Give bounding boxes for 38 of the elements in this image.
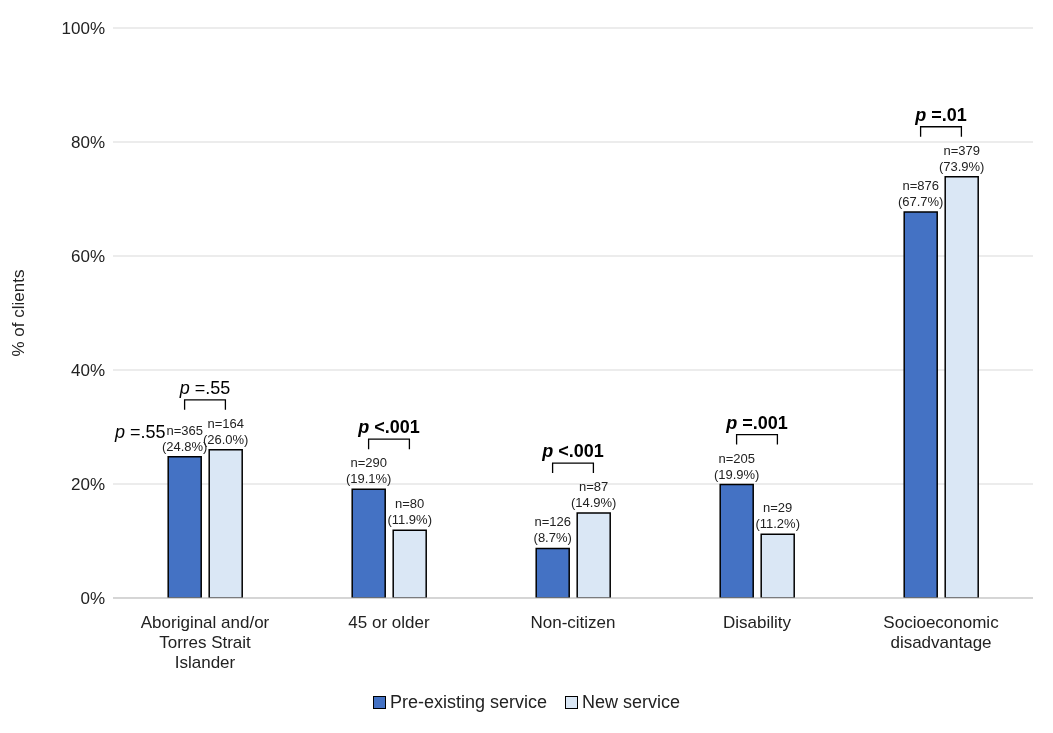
bar — [535, 547, 570, 598]
data-label: n=80 (11.9%) — [387, 496, 432, 528]
annotation: p =.55 — [178, 377, 231, 398]
y-tick-label: 40% — [70, 361, 105, 381]
x-tick-label: 45 or older — [348, 613, 430, 632]
bar — [576, 512, 611, 598]
bar — [719, 483, 754, 598]
bar — [351, 488, 386, 598]
data-label: n=290 (19.1%) — [345, 455, 392, 487]
annotation: p <.001 — [357, 417, 420, 438]
y-tick-label: 80% — [70, 133, 105, 153]
annotation: p =.001 — [725, 412, 788, 433]
data-label: n=126 (8.7%) — [533, 514, 572, 546]
y-tick-label: 60% — [70, 247, 105, 267]
x-tick-label: Non-citizen — [530, 613, 616, 632]
bar — [944, 176, 979, 598]
bar — [760, 533, 795, 598]
data-label: n=379 (73.9%) — [938, 142, 985, 174]
data-label: n=876 (67.7%) — [897, 178, 944, 210]
annotation: p =.01 — [914, 104, 967, 125]
data-label: n=87 (14.9%) — [570, 479, 617, 511]
annotation: p =.55 — [114, 422, 166, 443]
y-axis-title: % of clients — [9, 269, 29, 357]
bar — [208, 449, 243, 598]
legend-label: New service — [581, 692, 681, 713]
data-label: n=29 (11.2%) — [755, 500, 800, 532]
x-tick-label: Socioeconomic disadvantage — [883, 613, 1000, 652]
annotation: p <.001 — [541, 441, 604, 462]
x-tick-label: Disability — [722, 613, 792, 632]
y-tick-label: 20% — [70, 475, 105, 495]
y-tick-label: 0% — [80, 589, 105, 609]
data-label: n=205 (19.9%) — [713, 450, 760, 482]
bar — [167, 455, 202, 598]
legend-label: Pre-existing service — [388, 692, 548, 713]
bar — [392, 529, 427, 598]
y-tick-label: 100% — [61, 19, 105, 39]
bar — [903, 211, 938, 598]
x-tick-label: Aboriginal and/or Torres Strait Islander — [140, 613, 270, 672]
